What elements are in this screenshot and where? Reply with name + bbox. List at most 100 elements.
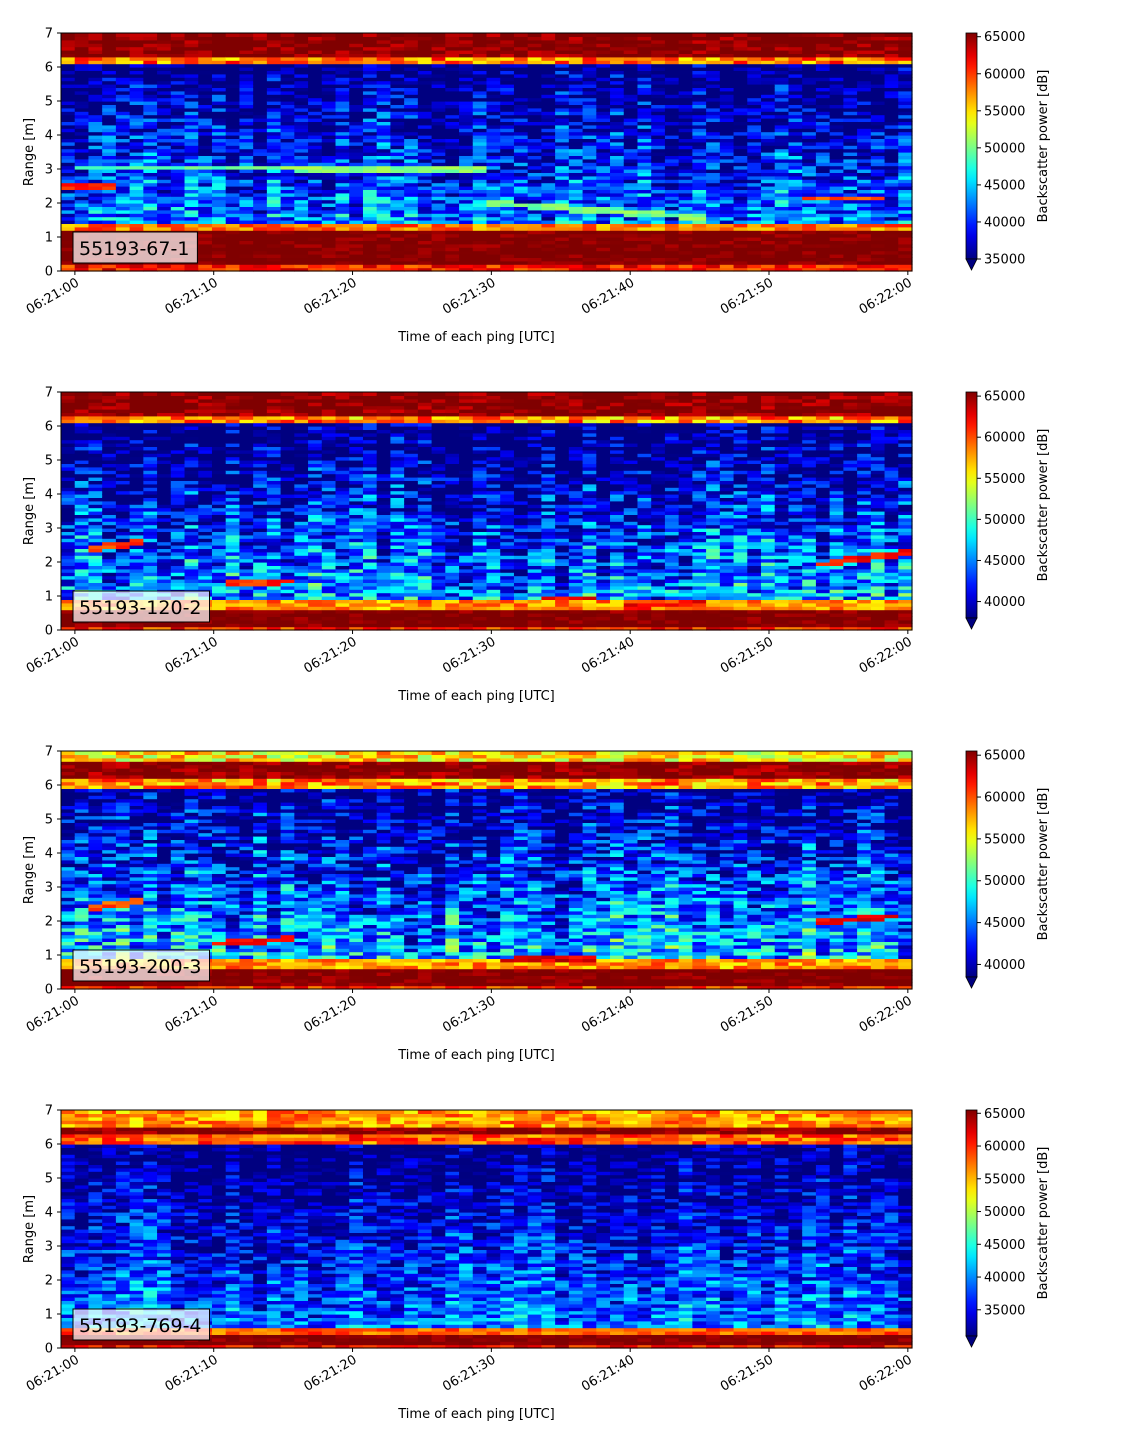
colorbar-tick-label: 40000 [984, 595, 1025, 610]
y-axis-label: Range [m] [22, 836, 37, 904]
panel-label: 55193-200-3 [72, 949, 210, 982]
x-tick-label: 06:21:50 [718, 1352, 776, 1394]
colorbar-tick-label: 40000 [984, 1271, 1025, 1286]
colorbar-tick-label: 45000 [984, 554, 1025, 569]
colorbar-tick-label: 50000 [984, 1205, 1025, 1220]
y-axis-label: Range [m] [22, 477, 37, 545]
colorbar-gradient [965, 750, 978, 978]
y-tick-label: 2 [45, 197, 53, 212]
colorbar-tick-label: 65000 [984, 749, 1025, 764]
y-tick-label: 7 [45, 27, 53, 42]
x-tick-label: 06:21:00 [24, 1352, 82, 1394]
x-tick-label: 06:21:40 [579, 1352, 637, 1394]
x-tick-label: 06:21:30 [440, 634, 498, 676]
panel-label: 55193-120-2 [72, 590, 210, 623]
y-tick-label: 4 [45, 129, 53, 144]
colorbar-extend-min [965, 617, 978, 630]
y-tick-label: 5 [45, 454, 53, 469]
x-tick-label: 06:21:00 [24, 993, 82, 1035]
x-tick-label: 06:21:30 [440, 993, 498, 1035]
plot-frame [60, 1109, 913, 1349]
y-tick-label: 4 [45, 488, 53, 503]
colorbar-tick-label: 55000 [984, 472, 1025, 487]
plot-frame [60, 391, 913, 631]
y-axis-label: Range [m] [22, 1195, 37, 1263]
x-tick-label: 06:21:40 [579, 634, 637, 676]
y-tick-label: 2 [45, 915, 53, 930]
colorbar-tick-label: 40000 [984, 958, 1025, 973]
colorbar-tick-label: 50000 [984, 513, 1025, 528]
panel-label: 55193-769-4 [72, 1308, 210, 1341]
x-tick-label: 06:21:40 [579, 275, 637, 317]
colorbar-label: Backscatter power [dB] [1036, 70, 1051, 223]
y-tick-label: 2 [45, 556, 53, 571]
y-tick-label: 1 [45, 590, 53, 605]
x-tick-label: 06:21:30 [440, 275, 498, 317]
colorbar-label: Backscatter power [dB] [1036, 429, 1051, 582]
colorbar-extend-min [965, 976, 978, 989]
plot-frame [60, 32, 913, 272]
y-tick-label: 5 [45, 95, 53, 110]
colorbar-gradient [965, 1109, 978, 1337]
colorbar-tick-label: 45000 [984, 1238, 1025, 1253]
colorbar-label: Backscatter power [dB] [1036, 1147, 1051, 1300]
colorbar-tick-label: 60000 [984, 67, 1025, 82]
x-tick-label: 06:21:20 [301, 993, 359, 1035]
colorbar-extend-min [965, 258, 978, 271]
panel-label: 55193-67-1 [72, 231, 198, 264]
y-tick-label: 0 [45, 1342, 53, 1357]
y-tick-label: 1 [45, 231, 53, 246]
x-tick-label: 06:21:20 [301, 275, 359, 317]
panel-label-text: 55193-200-3 [79, 956, 202, 978]
colorbar-tick-label: 60000 [984, 1140, 1025, 1155]
x-tick-label: 06:22:00 [857, 993, 915, 1035]
y-tick-label: 4 [45, 847, 53, 862]
y-tick-label: 3 [45, 522, 53, 537]
colorbar-gradient [965, 391, 978, 619]
y-tick-label: 5 [45, 1172, 53, 1187]
x-tick-label: 06:21:10 [163, 1352, 221, 1394]
y-tick-label: 0 [45, 983, 53, 998]
x-tick-label: 06:21:10 [163, 634, 221, 676]
y-tick-label: 6 [45, 1138, 53, 1153]
heatmap-cells [61, 392, 913, 631]
y-tick-label: 3 [45, 163, 53, 178]
colorbar-tick-label: 50000 [984, 874, 1025, 889]
colorbar-tick-label: 55000 [984, 1172, 1025, 1187]
colorbar-tick-label: 40000 [984, 215, 1025, 230]
y-tick-label: 1 [45, 1308, 53, 1323]
x-tick-label: 06:21:50 [718, 275, 776, 317]
colorbar-tick-label: 55000 [984, 832, 1025, 847]
x-tick-label: 06:21:10 [163, 275, 221, 317]
colorbar-tick-label: 45000 [984, 178, 1025, 193]
panel-3: 0 1 2 3 4 5 6 7 Range [m] 06:21:00 06:21:10 06:21:2… [22, 745, 1051, 1064]
y-tick-label: 4 [45, 1206, 53, 1221]
y-tick-label: 0 [45, 265, 53, 280]
x-axis-label: Time of each ping [UTC] [397, 1048, 555, 1063]
x-tick-label: 06:21:10 [163, 993, 221, 1035]
x-tick-label: 06:21:50 [718, 993, 776, 1035]
y-tick-label: 2 [45, 1274, 53, 1289]
colorbar: 40000 45000 50000 55000 60000 65000 Backscatte… [965, 749, 1051, 989]
x-tick-label: 06:22:00 [857, 1352, 915, 1394]
x-tick-label: 06:22:00 [857, 634, 915, 676]
y-tick-label: 0 [45, 624, 53, 639]
y-tick-label: 5 [45, 813, 53, 828]
colorbar-tick-label: 35000 [984, 1303, 1025, 1318]
colorbar-tick-label: 65000 [984, 390, 1025, 405]
colorbar-label: Backscatter power [dB] [1036, 788, 1051, 941]
colorbar-tick-label: 60000 [984, 431, 1025, 446]
colorbar-tick-label: 65000 [984, 30, 1025, 45]
x-tick-label: 06:21:40 [579, 993, 637, 1035]
colorbar-tick-label: 55000 [984, 104, 1025, 119]
panel-4: 0 1 2 3 4 5 6 7 Range [m] 06:21:00 06:21:10 06:21:2… [22, 1104, 1051, 1423]
plot-frame [60, 750, 913, 990]
x-axis-label: Time of each ping [UTC] [397, 1407, 555, 1422]
x-axis-label: Time of each ping [UTC] [397, 330, 555, 345]
colorbar-tick-label: 50000 [984, 141, 1025, 156]
colorbar-tick-label: 60000 [984, 791, 1025, 806]
panel-1: 0 1 2 3 4 5 6 7 Range [m] 06:21:00 06:21:10 06:21:2… [22, 27, 1051, 346]
colorbar-tick-label: 45000 [984, 916, 1025, 931]
colorbar-tick-label: 35000 [984, 253, 1025, 268]
